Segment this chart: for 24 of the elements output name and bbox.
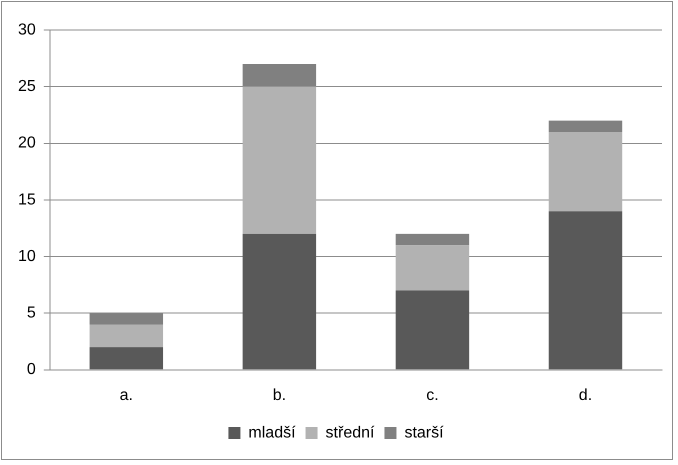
x-tick-label: c. [426, 386, 439, 404]
bar [396, 245, 470, 291]
x-tick-label: b. [272, 386, 286, 404]
legend-label: starší [404, 424, 444, 442]
bar [396, 234, 470, 246]
bar [242, 86, 316, 234]
x-tick-label: a. [120, 386, 133, 404]
bar [548, 211, 622, 370]
y-tick-label: 30 [18, 21, 36, 38]
bar [396, 290, 470, 370]
x-tick-label: d. [578, 386, 592, 404]
bar [90, 324, 164, 348]
y-tick-label: 0 [26, 361, 36, 378]
bar [548, 120, 622, 132]
y-tick-label: 10 [18, 248, 36, 265]
y-tick-label: 5 [26, 304, 36, 322]
y-tick-label: 15 [18, 191, 36, 208]
legend-label: mladší [248, 424, 296, 442]
y-tick-label: 20 [18, 134, 36, 152]
bar [90, 347, 164, 370]
y-tick-label: 25 [18, 78, 36, 96]
bar [242, 234, 316, 370]
legend-label: střední [326, 424, 376, 442]
bar [548, 132, 622, 212]
